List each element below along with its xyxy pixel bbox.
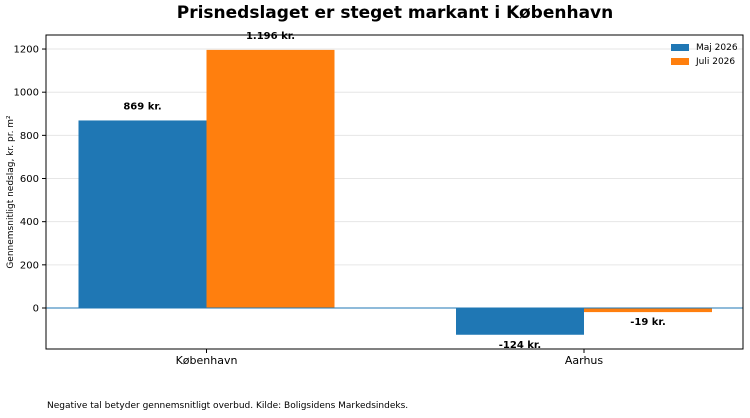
legend-swatch-maj (671, 44, 689, 51)
y-tick-label: 0 (33, 303, 39, 314)
y-tick-label: 600 (20, 174, 39, 185)
legend-label-maj: Maj 2026 (696, 42, 738, 53)
data-label: -124 kr. (499, 340, 541, 351)
bar-maj-1 (456, 307, 584, 335)
y-tick-label: 400 (20, 217, 39, 228)
y-tick-label: 1000 (14, 88, 39, 99)
bar-juli-0 (206, 49, 335, 308)
y-tick-label: 1200 (14, 45, 39, 56)
bar-juli-1 (584, 307, 712, 313)
legend-item-juli: Juli 2026 (671, 55, 738, 68)
legend-label-juli: Juli 2026 (696, 56, 736, 67)
chart-legend: Maj 2026 Juli 2026 (671, 41, 738, 69)
x-tick-label: Aarhus (565, 354, 604, 367)
data-label: 1.196 kr. (246, 31, 295, 42)
y-tick-label: 200 (20, 260, 39, 271)
x-tick-label: København (176, 354, 238, 367)
legend-item-maj: Maj 2026 (671, 41, 738, 54)
plot-frame (45, 34, 744, 350)
data-label: -19 kr. (630, 317, 666, 328)
bar-maj-0 (78, 120, 207, 308)
y-tick-label: 800 (20, 131, 39, 142)
data-label: 869 kr. (123, 101, 161, 112)
footnote: Negative tal betyder gennemsnitligt over… (47, 401, 409, 411)
chart-title: Prisnedslaget er steget markant i Københ… (176, 3, 614, 23)
legend-swatch-juli (671, 58, 689, 65)
y-axis-label: Gennemsnitligt nedslag, kr. pr. m² (6, 115, 16, 269)
